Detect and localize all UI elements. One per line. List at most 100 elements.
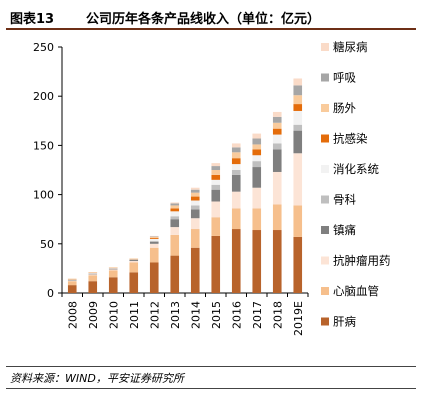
bar-segment [293, 95, 303, 105]
x-tick-label: 2008 [66, 301, 79, 329]
bar-segment [272, 111, 282, 117]
bar-segment [231, 152, 241, 159]
bar-segment [272, 204, 282, 231]
bar-segment [67, 279, 77, 281]
bar-segment [67, 280, 77, 281]
y-tick-label: 150 [33, 139, 54, 152]
bar-segment [149, 243, 159, 248]
bar-segment [149, 237, 159, 239]
bar-segment [108, 267, 118, 268]
legend-swatch [321, 165, 329, 173]
bar-segment [129, 260, 139, 262]
x-tick-label: 2013 [169, 301, 182, 329]
bar-segment [149, 236, 159, 238]
bar-segment [211, 217, 221, 236]
legend-label: 肠外 [333, 101, 356, 115]
bar-segment [170, 219, 180, 228]
bar-segment [211, 163, 221, 167]
bar-segment [293, 153, 303, 206]
bar-segment [190, 189, 200, 193]
bar-segment [231, 158, 241, 165]
bar-segment [231, 191, 241, 209]
bar-segment [190, 209, 200, 219]
bar-segment [88, 281, 98, 293]
bar-segment [272, 128, 282, 135]
bar-segment [272, 149, 282, 172]
x-tick-label: 2017 [251, 301, 264, 329]
bar-segment [129, 259, 139, 261]
source-note: 资料来源：WIND，平安证券研究所 [10, 372, 184, 385]
bar-segment [190, 229, 200, 248]
bar-segment [211, 170, 221, 175]
bar-segment [252, 138, 262, 145]
bar-segment [231, 143, 241, 148]
y-tick-label: 50 [40, 238, 54, 251]
bar-segment [129, 261, 139, 263]
x-tick-label: 2018 [271, 301, 284, 329]
bar-segment [149, 238, 159, 241]
y-tick-label: 200 [33, 90, 54, 103]
bar-segment [108, 268, 118, 269]
bar-segment [129, 258, 139, 260]
y-tick-label: 0 [47, 287, 54, 300]
bar-segment [129, 272, 139, 293]
chart-title: 公司历年各条产品线收入（单位：亿元） [86, 12, 321, 27]
bar-segment [149, 241, 159, 244]
legend-swatch [321, 195, 329, 204]
legend-swatch [321, 317, 329, 326]
bar-segment [108, 269, 118, 271]
legend-label: 糖尿病 [333, 40, 368, 54]
legend-label: 抗感染 [333, 132, 368, 146]
bar-segment [231, 147, 241, 153]
bar-segment [170, 234, 180, 256]
bar-segment [67, 285, 77, 293]
bar-segment [211, 184, 221, 190]
bar-segment [88, 273, 98, 274]
legend-label: 呼吸 [333, 71, 356, 85]
bar-segment [108, 270, 118, 278]
bar-segment [67, 280, 77, 282]
bar-segment [293, 130, 303, 154]
bar-segment [190, 192, 200, 197]
bar-segment [149, 235, 159, 237]
x-tick-label: 2015 [210, 301, 223, 329]
bar-segment [190, 247, 200, 293]
bar-segment [149, 247, 159, 263]
legend-swatch [321, 43, 329, 51]
x-tick-label: 2009 [87, 301, 100, 329]
legend-label: 心脑血管 [333, 284, 379, 298]
bar-segment [293, 205, 303, 237]
bar-segment [252, 161, 262, 168]
bar-segment [211, 179, 221, 185]
x-tick-label: 2011 [128, 301, 141, 329]
bar-segment [170, 211, 180, 217]
bar-segment [190, 200, 200, 206]
bar-segment [88, 273, 98, 275]
bar-segment [272, 230, 282, 293]
legend-label: 镇痛 [333, 223, 356, 237]
x-tick-label: 2010 [107, 301, 120, 329]
bar-segment [190, 187, 200, 190]
bar-segment [293, 110, 303, 125]
legend-label: 肝病 [333, 315, 356, 329]
bar-segment [67, 279, 77, 280]
bar-segment [272, 116, 282, 123]
bar-segment [108, 267, 118, 269]
bar-segment [170, 205, 180, 209]
bar-segment [149, 240, 159, 242]
bar-segment [272, 143, 282, 150]
bar-segment [149, 262, 159, 293]
bar-segment [190, 196, 200, 201]
legend-swatch [321, 287, 329, 295]
bar-segment [293, 124, 303, 131]
bar-segment [108, 277, 118, 293]
bar-segment [252, 149, 262, 156]
bar-segment [272, 171, 282, 205]
bar-segment [88, 274, 98, 276]
bar-segment [211, 235, 221, 293]
y-tick-label: 100 [33, 189, 54, 202]
bar-segment [211, 174, 221, 180]
bar-segment [170, 202, 180, 204]
bar-segment [67, 278, 77, 280]
title-bar: 图表13 公司历年各条产品线收入（单位：亿元） [6, 6, 416, 30]
